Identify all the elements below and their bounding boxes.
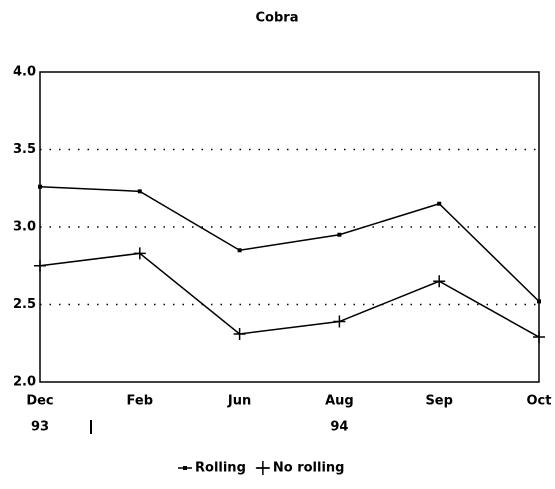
marker (437, 201, 442, 206)
y-tick-label: 3.0 (13, 220, 36, 235)
marker (137, 189, 142, 194)
y-tick-label: 3.5 (13, 142, 36, 157)
marker (34, 259, 46, 272)
x-tick-label: Sep (425, 394, 453, 409)
marker (533, 331, 545, 344)
marker (337, 232, 342, 237)
legend-label: Rolling (195, 461, 246, 476)
marker (233, 327, 246, 340)
plot-frame (39, 71, 540, 383)
x-tick-label: Jun (227, 394, 251, 409)
chart-title: Cobra (256, 11, 299, 26)
marker (38, 184, 42, 189)
y-tick-label: 2.0 (13, 375, 36, 390)
legend-marker (256, 461, 269, 475)
x-tick-label: Feb (127, 394, 153, 409)
marker (237, 248, 242, 253)
x-group-label: 94 (330, 420, 348, 435)
x-tick-label: Oct (527, 394, 552, 409)
marker (133, 247, 146, 260)
y-tick-label: 4.0 (13, 65, 36, 80)
x-group-label: 93 (31, 420, 49, 435)
series-line (39, 185, 540, 302)
x-tick-label: Dec (26, 394, 53, 409)
series-line (39, 252, 540, 338)
x-tick-label: Aug (325, 394, 354, 409)
marker (433, 275, 446, 288)
marker (333, 315, 346, 328)
marker (537, 299, 541, 304)
legend-label: No rolling (273, 461, 345, 476)
legend-marker (183, 466, 187, 470)
y-tick-label: 2.5 (13, 297, 36, 312)
